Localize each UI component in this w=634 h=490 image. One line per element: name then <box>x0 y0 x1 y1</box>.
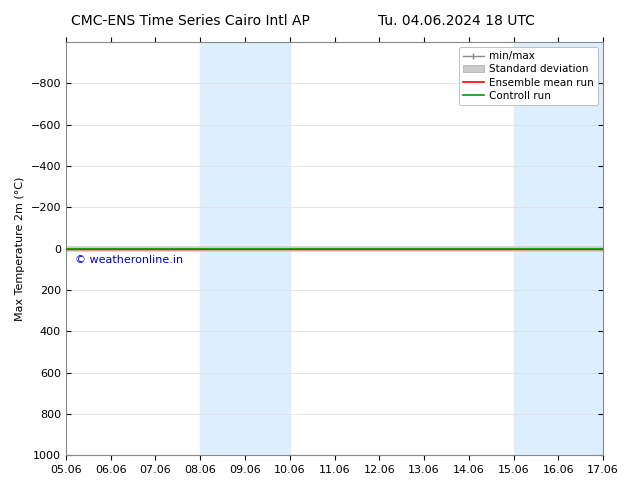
Y-axis label: Max Temperature 2m (°C): Max Temperature 2m (°C) <box>15 176 25 321</box>
Bar <box>200 42 290 455</box>
Text: CMC-ENS Time Series Cairo Intl AP: CMC-ENS Time Series Cairo Intl AP <box>71 14 309 28</box>
Legend: min/max, Standard deviation, Ensemble mean run, Controll run: min/max, Standard deviation, Ensemble me… <box>459 47 598 105</box>
Text: © weatheronline.in: © weatheronline.in <box>75 255 183 265</box>
Text: Tu. 04.06.2024 18 UTC: Tu. 04.06.2024 18 UTC <box>378 14 535 28</box>
Bar <box>514 42 603 455</box>
